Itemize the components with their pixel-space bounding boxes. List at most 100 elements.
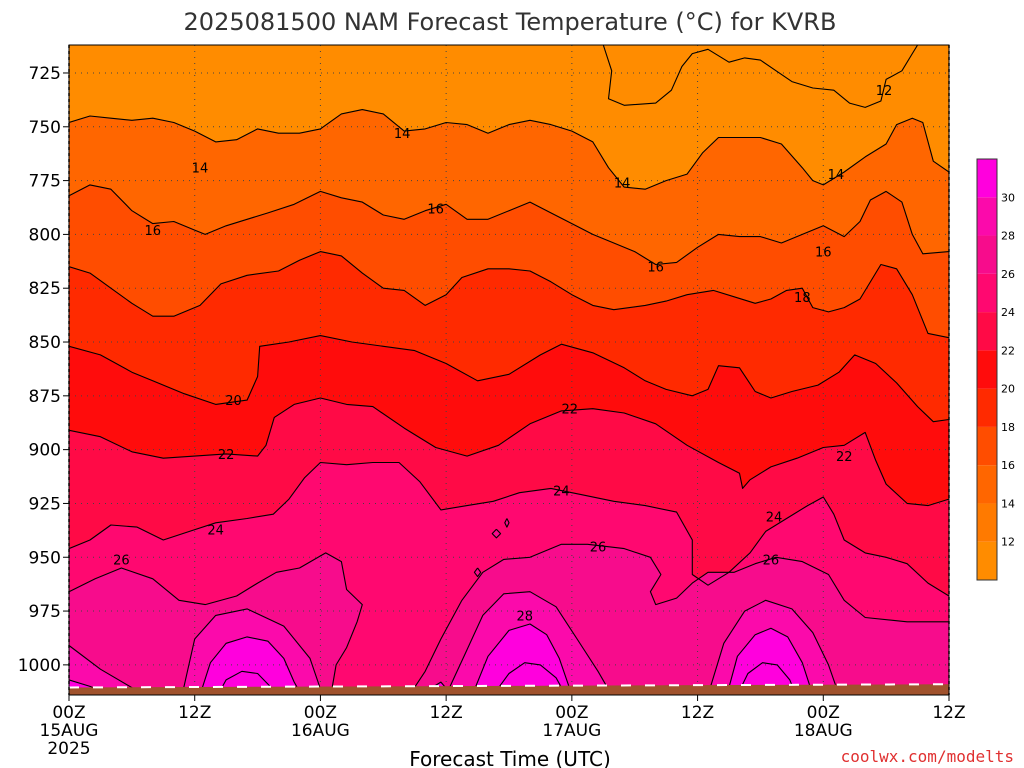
y-tick-label: 850: [29, 333, 61, 353]
isotherm-label: 14: [614, 177, 631, 192]
isotherm-line: [69, 461, 949, 597]
colorbar-swatch: [977, 503, 997, 542]
temperature-fills: [69, 45, 949, 695]
x-tick-label: 12Z: [932, 703, 965, 723]
isotherm-label: 16: [427, 203, 444, 218]
isotherm-line: [69, 335, 949, 423]
isotherm-label: 16: [647, 261, 664, 276]
colorbar-label: 26: [1001, 268, 1015, 281]
colorbar-label: 28: [1001, 230, 1015, 243]
isotherm-label: 12: [876, 84, 893, 99]
y-tick-label: 775: [29, 172, 61, 192]
colorbar-swatch: [977, 312, 997, 351]
isotherm-line: [69, 109, 949, 190]
isotherm-line: [69, 552, 363, 695]
x-tick-label: 00Z: [52, 703, 85, 723]
credit-text: coolwx.com/modelts: [841, 747, 1014, 766]
isotherm-line: [445, 591, 613, 695]
x-tick-label: 12Z: [178, 703, 211, 723]
isotherm-line: [199, 636, 303, 695]
colorbar-label: 14: [1001, 497, 1015, 510]
isotherm-label: 18: [794, 291, 811, 306]
colorbar: 12 14 16 18 20 22 24 26 28 30: [976, 158, 1015, 581]
y-tick-label: 925: [29, 494, 61, 514]
isotherm-line: [69, 184, 949, 266]
colorbar-label: 24: [1001, 306, 1015, 319]
colorbar-swatch: [977, 235, 997, 274]
y-tick-label: 750: [29, 118, 61, 138]
isotherm-label: 24: [553, 485, 570, 500]
colorbar-swatch: [977, 465, 997, 504]
isotherm-line: [69, 397, 949, 507]
isotherm-label: 28: [516, 609, 533, 624]
x-tick-label: 00Z: [807, 703, 840, 723]
isotherm-line: [602, 45, 919, 108]
isotherm-label: 16: [815, 246, 832, 261]
x-axis-title: Forecast Time (UTC): [409, 747, 611, 768]
isotherm-label: 26: [590, 540, 607, 555]
colorbar-swatch: [977, 197, 997, 236]
y-axis: 725 750 775 800 825 850 875 900 925 950 975 1000: [18, 64, 69, 676]
isotherm-label: 16: [145, 224, 162, 239]
x-tick-label: 17AUG: [542, 721, 601, 741]
surface-line: [69, 683, 949, 689]
chart-title: 2025081500 NAM Forecast Temperature (°C)…: [184, 8, 837, 36]
x-tick-label: 00Z: [555, 703, 588, 723]
y-tick-label: 900: [29, 441, 61, 461]
isotherm-label: 24: [766, 510, 783, 525]
y-tick-label: 825: [29, 279, 61, 299]
isotherm-line: [707, 599, 840, 695]
colorbar-swatch: [977, 159, 997, 198]
colorbar-label: 20: [1001, 383, 1015, 396]
colorbar-label: 22: [1001, 344, 1015, 357]
isotherm-line: [491, 528, 502, 539]
colorbar-swatch: [977, 541, 997, 580]
isotherm-label: 14: [828, 168, 845, 183]
ground-surface: [69, 683, 949, 695]
isotherm-label: 24: [207, 523, 224, 538]
colorbar-label: 18: [1001, 421, 1015, 434]
y-tick-label: 975: [29, 602, 61, 622]
x-tick-label: 00Z: [304, 703, 337, 723]
x-tick-label: 12Z: [430, 703, 463, 723]
x-tick-label: 16AUG: [291, 721, 350, 741]
colorbar-swatch: [977, 426, 997, 466]
isotherm-line: [69, 251, 949, 339]
colorbar-label: 12: [1001, 536, 1015, 549]
isotherm-label: 14: [394, 127, 411, 142]
y-tick-label: 1000: [18, 656, 61, 676]
temperature-band: [504, 518, 509, 528]
isotherm-line: [471, 623, 573, 695]
isotherm-lines: [69, 45, 949, 695]
colorbar-swatch: [977, 350, 997, 389]
colorbar-swatch: [977, 388, 997, 427]
y-tick-label: 875: [29, 387, 61, 407]
x-tick-label: 15AUG: [40, 721, 99, 741]
isotherm-line: [473, 567, 482, 578]
colorbar-swatch: [977, 273, 997, 313]
isotherm-label: 14: [192, 162, 209, 177]
colorbar-label: 30: [1001, 191, 1015, 204]
isotherm-label: 26: [763, 553, 780, 568]
temperature-band: [603, 45, 918, 108]
isotherm-labels: 12 14 14 14 14 16 16 16 16 18 20 22 22 22 24 24 24 26 26 26…: [113, 84, 892, 624]
isotherm-label: 22: [218, 448, 235, 463]
isotherm-label: 20: [225, 394, 242, 409]
x-tick-label: 2025: [47, 739, 90, 759]
y-tick-label: 950: [29, 548, 61, 568]
plot-area: [69, 45, 949, 695]
isotherm-label: 22: [836, 450, 853, 465]
colorbar-frame: [976, 158, 998, 581]
isotherm-line: [726, 627, 814, 695]
isotherm-label: 22: [561, 403, 578, 418]
isotherm-line: [492, 662, 567, 695]
x-tick-label: 18AUG: [794, 721, 853, 741]
isotherm-line: [181, 608, 324, 695]
grid-lines: [69, 45, 949, 695]
x-tick-label: 12Z: [681, 703, 714, 723]
isotherm-line: [504, 518, 510, 528]
colorbar-label: 16: [1001, 459, 1015, 472]
y-tick-label: 725: [29, 64, 61, 84]
